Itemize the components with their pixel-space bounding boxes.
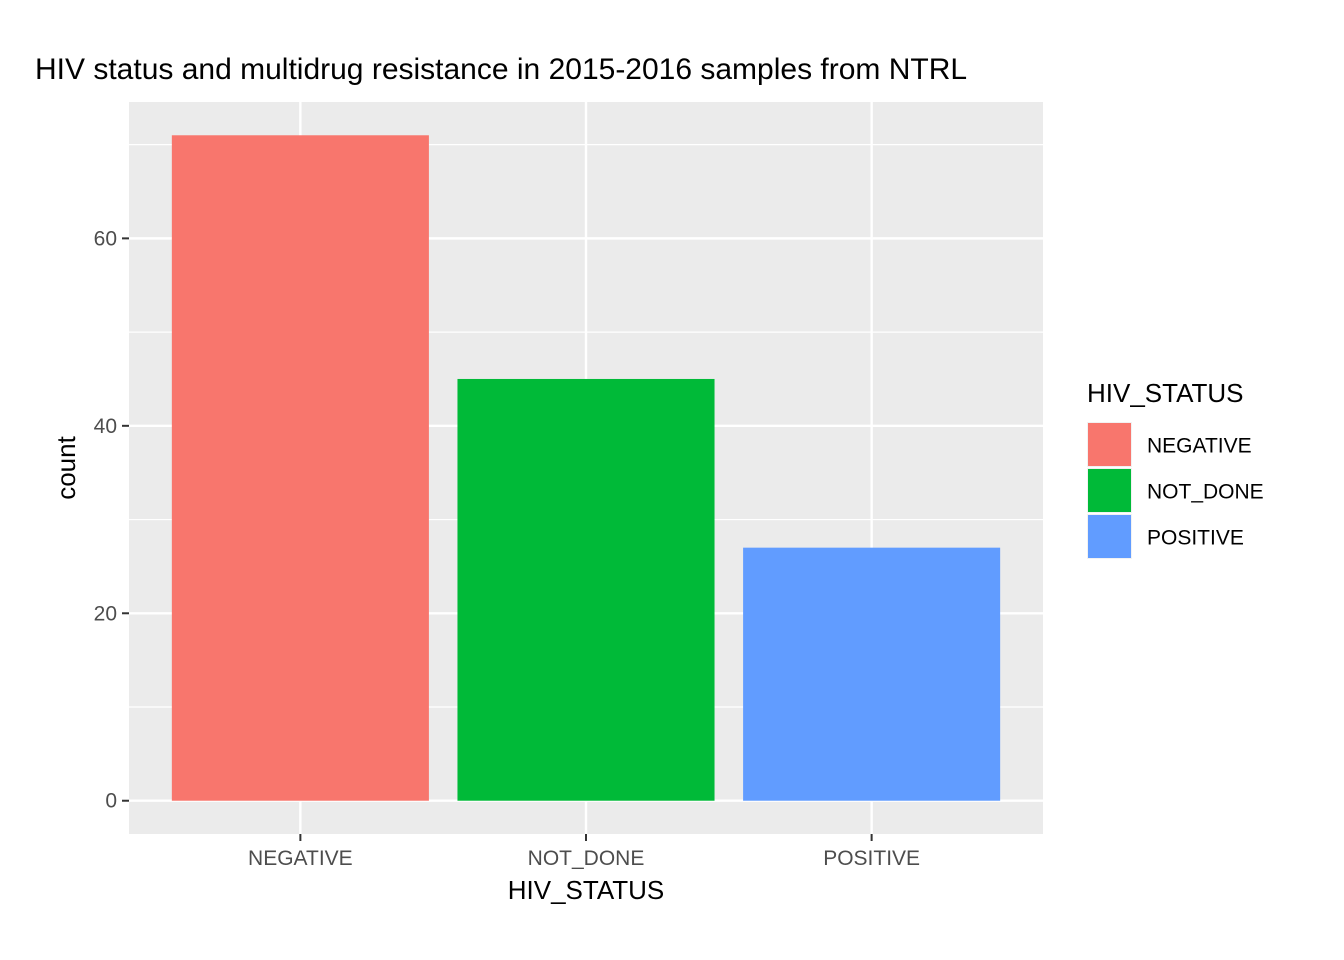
x-tick-label: POSITIVE [823, 847, 920, 870]
x-tick-label: NEGATIVE [248, 847, 353, 870]
y-tick-label: 0 [105, 790, 117, 813]
legend-swatch [1088, 469, 1131, 512]
y-tick-label: 40 [94, 415, 117, 438]
legend-label: NOT_DONE [1147, 481, 1264, 504]
chart-title: HIV status and multidrug resistance in 2… [35, 53, 967, 86]
bars [171, 135, 1001, 801]
bar-positive [743, 547, 1001, 801]
legend-label: NEGATIVE [1147, 435, 1252, 458]
x-tick-label: NOT_DONE [528, 847, 645, 870]
bar-not-done [457, 378, 715, 801]
legend-swatch [1088, 423, 1131, 466]
x-axis-title: HIV_STATUS [508, 875, 665, 905]
legend-swatch [1088, 515, 1131, 558]
y-tick-label: 20 [94, 602, 117, 625]
bar-negative [171, 135, 429, 801]
legend: NEGATIVE NOT_DONE POSITIVE [1087, 422, 1264, 559]
legend-title: HIV_STATUS [1087, 378, 1244, 408]
legend-label: POSITIVE [1147, 527, 1244, 550]
axes: 0 20 40 60 NEGATIVE NOT_DONE POSITIVE [94, 227, 920, 870]
y-tick-label: 60 [94, 227, 117, 250]
y-axis-title: count [51, 435, 81, 499]
